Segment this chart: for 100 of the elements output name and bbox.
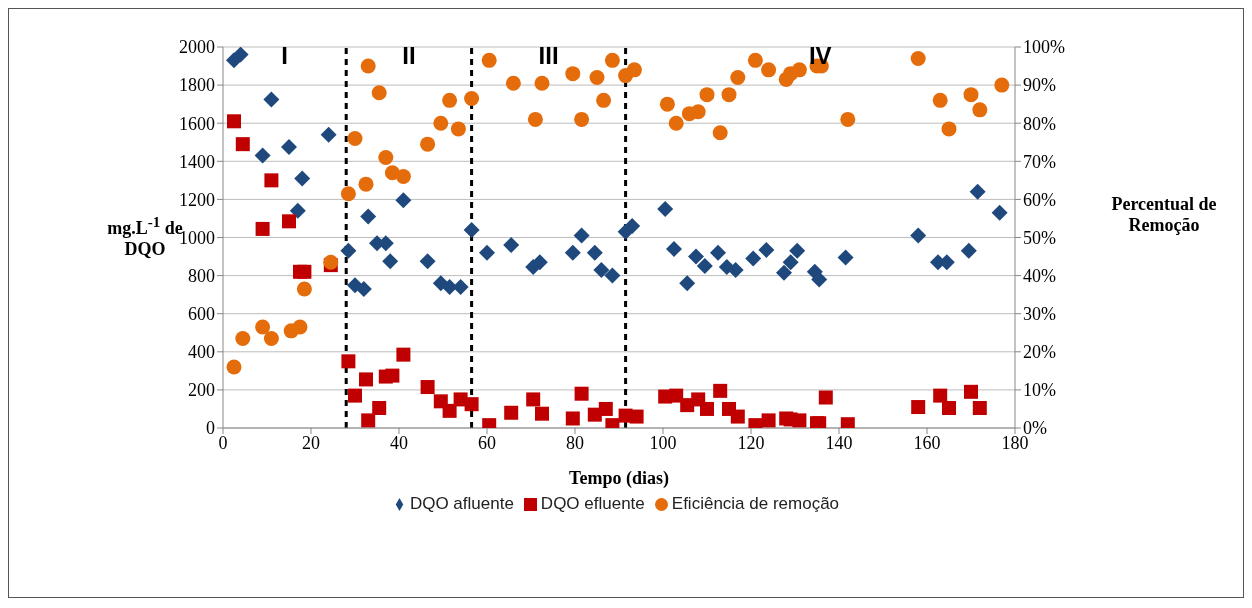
point	[964, 384, 978, 399]
x-tick-label: 20	[302, 432, 320, 453]
point	[289, 202, 306, 219]
point	[463, 221, 480, 238]
point	[910, 227, 927, 244]
point	[712, 125, 728, 141]
point	[340, 242, 357, 259]
x-axis-title: Tempo (dias)	[569, 468, 669, 489]
point	[504, 405, 519, 420]
point	[574, 111, 590, 127]
point	[792, 413, 807, 428]
point	[710, 244, 726, 261]
point	[659, 96, 675, 112]
point	[395, 169, 411, 185]
point	[668, 115, 684, 131]
point	[598, 401, 613, 416]
point	[745, 250, 762, 267]
point	[972, 102, 988, 118]
point	[963, 87, 979, 103]
point	[442, 92, 458, 108]
point	[255, 319, 271, 335]
point	[395, 192, 412, 209]
point	[690, 104, 706, 120]
point	[994, 77, 1010, 93]
point	[340, 186, 356, 202]
y2-tick-label: 70%	[1023, 151, 1056, 172]
point	[378, 149, 394, 165]
point	[227, 114, 241, 129]
y-tick-label: 1400	[179, 151, 215, 172]
point	[371, 85, 387, 101]
point	[534, 75, 550, 91]
point	[360, 208, 377, 225]
y-tick-label: 1200	[179, 189, 215, 210]
y-tick-label: 1800	[179, 75, 215, 96]
y-tick-label: 2000	[179, 37, 215, 58]
x-tick-label: 80	[566, 432, 584, 453]
point	[282, 214, 296, 229]
point	[730, 69, 746, 85]
point	[789, 242, 806, 259]
point	[341, 354, 356, 369]
point	[747, 52, 763, 68]
point	[840, 111, 856, 127]
point	[347, 130, 363, 146]
point	[464, 90, 480, 106]
point	[526, 392, 541, 407]
point	[776, 264, 792, 281]
point	[505, 75, 521, 91]
point	[355, 280, 372, 297]
legend-label: DQO efluente	[540, 494, 645, 513]
y-tick-label: 0	[206, 418, 215, 439]
y-tick-label: 1600	[179, 113, 215, 134]
point	[235, 330, 251, 346]
annotation: III	[538, 42, 559, 70]
point	[396, 347, 411, 362]
y2-tick-label: 80%	[1023, 113, 1056, 134]
point	[433, 115, 449, 131]
point	[593, 261, 610, 278]
x-tick-label: 100	[649, 432, 677, 453]
point	[604, 52, 620, 68]
point	[359, 372, 373, 387]
y2-tick-label: 60%	[1023, 189, 1056, 210]
point	[818, 390, 833, 405]
y2-tick-label: 40%	[1023, 265, 1056, 286]
point	[361, 413, 376, 428]
y2-tick-label: 30%	[1023, 304, 1056, 325]
point	[382, 253, 399, 270]
point	[972, 401, 987, 415]
point	[721, 87, 737, 103]
x-tick-label: 0	[218, 432, 228, 453]
point	[679, 275, 696, 292]
point	[727, 261, 744, 278]
point	[669, 388, 684, 403]
point	[624, 218, 641, 235]
point	[761, 62, 777, 78]
point	[696, 258, 713, 275]
point	[596, 92, 612, 108]
point	[226, 359, 242, 375]
point	[348, 388, 362, 403]
point	[666, 240, 682, 257]
legend-label: Eficiência de remoção	[671, 494, 840, 513]
point	[296, 281, 312, 297]
point	[758, 241, 775, 258]
point	[292, 319, 308, 335]
y2-axis-title: Percentual de Remoção	[1110, 194, 1218, 236]
annotation: II	[402, 42, 416, 70]
point	[297, 264, 312, 279]
point	[479, 244, 495, 261]
point	[564, 244, 581, 261]
point	[960, 242, 977, 259]
point	[385, 368, 400, 383]
point	[911, 400, 926, 415]
point	[281, 139, 297, 156]
point	[420, 380, 435, 395]
x-tick-label: 40	[390, 432, 408, 453]
point	[294, 170, 311, 187]
point	[360, 58, 376, 74]
annotation: I	[281, 42, 288, 70]
point	[782, 254, 799, 271]
legend-label: DQO afluente	[409, 494, 514, 513]
point	[232, 47, 249, 63]
